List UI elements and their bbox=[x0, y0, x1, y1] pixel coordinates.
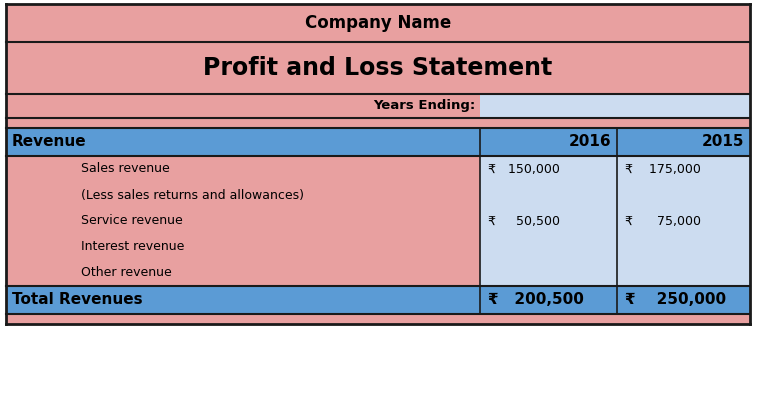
Text: ₹     50,500: ₹ 50,500 bbox=[488, 215, 560, 228]
Text: Years Ending:: Years Ending: bbox=[373, 99, 475, 112]
Bar bbox=[617, 156, 750, 286]
Bar bbox=[6, 118, 750, 128]
Bar bbox=[6, 156, 480, 286]
Text: ₹   150,000: ₹ 150,000 bbox=[488, 162, 560, 176]
Text: ₹    250,000: ₹ 250,000 bbox=[625, 292, 726, 307]
Text: Interest revenue: Interest revenue bbox=[81, 241, 184, 253]
Text: Revenue: Revenue bbox=[12, 134, 87, 149]
Text: Service revenue: Service revenue bbox=[81, 215, 183, 228]
Text: 2015: 2015 bbox=[702, 134, 744, 149]
Text: Company Name: Company Name bbox=[305, 14, 451, 32]
Bar bbox=[6, 4, 750, 42]
Text: (Less sales returns and allowances): (Less sales returns and allowances) bbox=[81, 189, 304, 202]
Bar bbox=[6, 314, 750, 324]
Bar bbox=[480, 156, 617, 286]
Text: Sales revenue: Sales revenue bbox=[81, 162, 170, 176]
Text: ₹      75,000: ₹ 75,000 bbox=[625, 215, 701, 228]
Text: 2016: 2016 bbox=[568, 134, 611, 149]
Text: Other revenue: Other revenue bbox=[81, 266, 171, 279]
Bar bbox=[6, 128, 750, 156]
Text: Profit and Loss Statement: Profit and Loss Statement bbox=[203, 56, 552, 80]
Bar bbox=[6, 94, 480, 118]
Bar bbox=[480, 94, 750, 118]
Bar bbox=[6, 42, 750, 94]
Text: ₹   200,500: ₹ 200,500 bbox=[488, 292, 584, 307]
Text: ₹    175,000: ₹ 175,000 bbox=[625, 162, 701, 176]
Text: Total Revenues: Total Revenues bbox=[12, 292, 142, 307]
Bar bbox=[6, 286, 750, 314]
